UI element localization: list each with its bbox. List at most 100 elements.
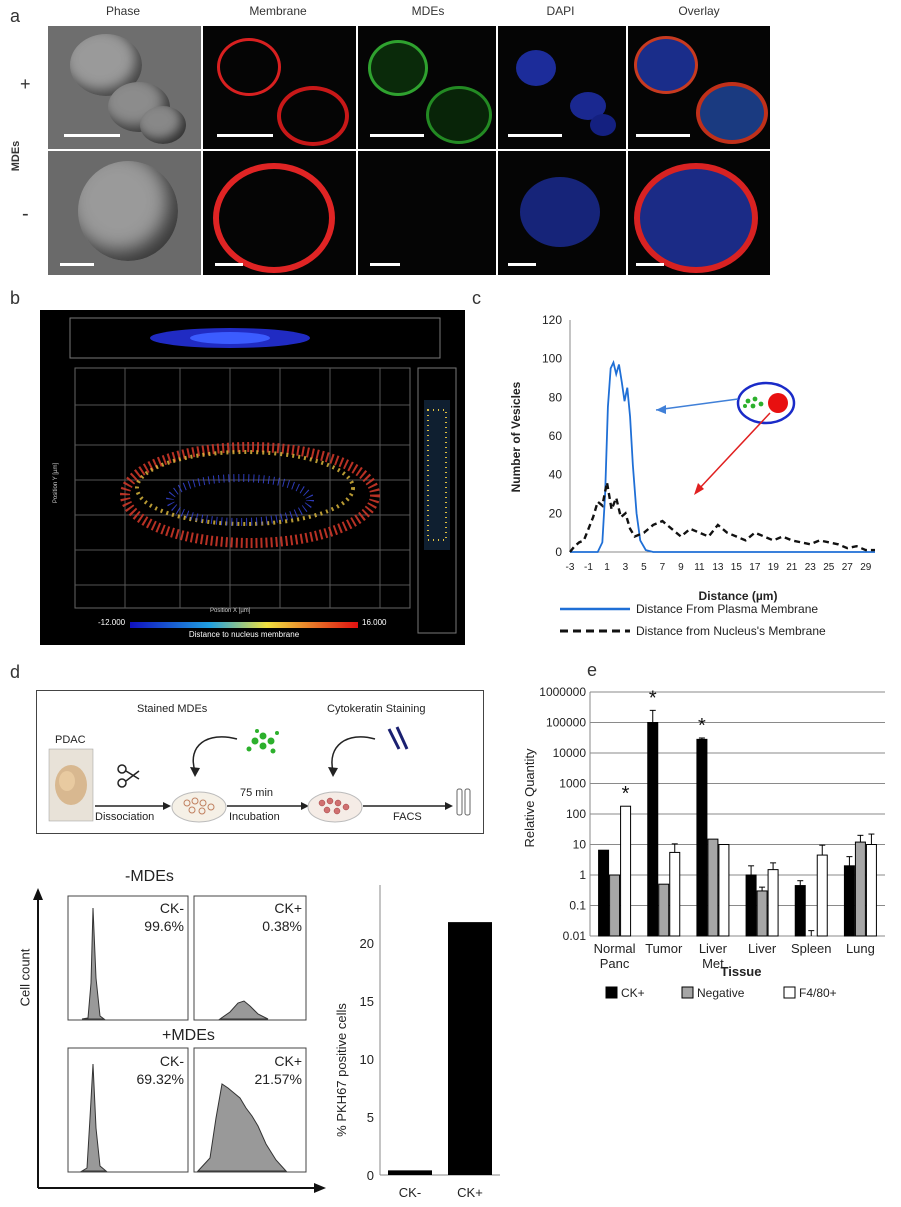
panel-c-x-tick-label: 27 [842, 562, 854, 573]
panel-c-x-tick-label: 15 [731, 562, 743, 573]
legend-label-nucleus: Distance from Nucleus's Membrane [636, 624, 826, 638]
workflow-box: PDAC Dissociation Stained MDEs Cytokerat… [36, 690, 484, 834]
histogram-trace-4 [196, 1083, 288, 1172]
panel-e-y-tick-label: 10 [573, 838, 587, 852]
micrograph-overlay-minus [628, 151, 770, 275]
series-line-plasma-membrane [570, 359, 875, 553]
micrograph-dapi-plus [498, 26, 626, 149]
petri-dish-1 [171, 791, 227, 823]
panel-c-x-axis-title: Distance (µm) [699, 589, 778, 603]
curved-arrow-stain [192, 736, 238, 772]
histogram-trace-3 [80, 1063, 108, 1172]
histogram-trace-2 [218, 1000, 269, 1020]
panel-d-y-tick-label: 0 [367, 1168, 374, 1183]
panel-c-x-tick-label: 21 [786, 562, 798, 573]
histogram-frame-2 [193, 895, 307, 1021]
micrograph-phase-minus [48, 151, 201, 275]
minus-mdes-label: -MDEs [125, 868, 174, 885]
panel-c-x-tick-label: 9 [678, 562, 684, 573]
dissociation-label: Dissociation [95, 811, 155, 823]
micrograph-membrane-minus [203, 151, 356, 275]
panel-e-y-axis-title: Relative Quantity [522, 748, 537, 847]
panel-c-y-tick-label: 20 [549, 506, 563, 520]
panel-e-x-tick-label: Lung [846, 941, 875, 956]
scissors-icon [117, 764, 140, 788]
panel-c-y-tick-label: 100 [542, 352, 562, 366]
incubation-label: Incubation [229, 811, 280, 823]
legend-swatch-ckplus [605, 986, 618, 999]
micrograph-phase-plus [48, 26, 201, 149]
panel-e-y-tick-label: 100000 [546, 716, 586, 730]
micrograph-mdes-minus [358, 151, 496, 275]
legend-label-negative: Negative [697, 986, 745, 1000]
panel-e-x-tick-label: Liver [748, 941, 777, 956]
facs-tubes-icon [456, 788, 471, 816]
histogram-trace-1 [81, 907, 106, 1020]
panel-e-x-tick-label: Liver [699, 941, 728, 956]
histogram-1-pct: 99.6% [144, 918, 184, 934]
panel-letter-c: c [472, 288, 481, 308]
panel-letter-d: d [10, 662, 21, 682]
panel-c-x-tick-label: 29 [860, 562, 872, 573]
panel-c-y-tick-label: 80 [549, 390, 563, 404]
panel-e-y-tick-label: 100 [566, 807, 586, 821]
nucleus-arrow [697, 412, 771, 491]
histogram-4-pct: 21.57% [254, 1071, 302, 1087]
legend-label-ckplus: CK+ [621, 986, 645, 1000]
panel-letter-a: a [10, 6, 21, 26]
histogram-3-gate: CK- [159, 1053, 184, 1069]
panel-e-x-tick-label: Spleen [791, 941, 831, 956]
panel-d-y-tick-label: 10 [360, 1052, 374, 1067]
histogram-1-gate: CK- [159, 900, 184, 916]
column-header-dapi: DAPI [546, 4, 575, 18]
panel-e-bar [609, 874, 621, 937]
legend-swatch-f480 [783, 986, 796, 999]
histogram-4-gate: CK+ [274, 1053, 302, 1069]
panel-letter-b: b [10, 288, 21, 308]
panel-d-y-tick-label: 20 [360, 936, 374, 951]
panel-c-y-tick-label: 60 [549, 429, 563, 443]
micrograph-dapi-minus [498, 151, 626, 275]
column-header-phase: Phase [105, 4, 141, 18]
histogram-3-pct: 69.32% [136, 1071, 184, 1087]
panel-e-y-tick-label: 0.1 [569, 899, 586, 913]
panel-e-y-tick-label: 10000 [553, 746, 587, 760]
panel-e-bar [647, 722, 659, 937]
row-label-minus: - [22, 203, 29, 225]
panel-e-bar [843, 865, 855, 937]
panel-d-bar [448, 922, 492, 1175]
panel-e-x-axis-title: Tissue [721, 964, 762, 979]
micrograph-overlay-plus [628, 26, 770, 149]
panel-e-bar [745, 874, 757, 937]
colorbar-label: Distance to nucleus membrane [188, 630, 300, 639]
antibody-icon [387, 726, 409, 750]
panel-c-y-tick-label: 120 [542, 313, 562, 327]
panel-c-x-tick-label: 1 [604, 562, 610, 573]
panel-e-y-tick-label: 1000000 [539, 685, 586, 699]
panel-c-x-tick-label: 3 [623, 562, 629, 573]
histogram-2-gate: CK+ [274, 900, 302, 916]
micrograph-mdes-plus [358, 26, 496, 149]
stained-mdes-icon [246, 729, 279, 754]
panel-c-x-tick-label: -1 [584, 562, 593, 573]
micrograph-membrane-plus [203, 26, 356, 149]
panel-e-bar [669, 851, 681, 937]
panel-e-x-tick-label: Panc [600, 956, 630, 971]
row-label-plus: + [20, 74, 31, 94]
panel-e-bar [598, 849, 610, 937]
histogram-2-pct: 0.38% [262, 918, 302, 934]
legend-label-plasma: Distance From Plasma Membrane [636, 602, 818, 616]
incubation-time-label: 75 min [240, 787, 274, 799]
plus-mdes-label: +MDEs [162, 1027, 215, 1044]
panel-d-x-tick-label: CK+ [457, 1185, 483, 1200]
panel-d-y-axis-title: % PKH67 positive cells [334, 1003, 349, 1137]
panel-c-x-tick-label: 19 [768, 562, 780, 573]
petri-dish-2 [307, 791, 363, 823]
panel-e-x-tick-label: Tumor [645, 941, 683, 956]
colorbar-min-label: -12.000 [98, 618, 126, 627]
panel-e-bar [620, 805, 632, 937]
panel-c-x-tick-label: 13 [712, 562, 724, 573]
panel-e-bar [794, 885, 806, 937]
panel-e-bar [756, 890, 768, 937]
